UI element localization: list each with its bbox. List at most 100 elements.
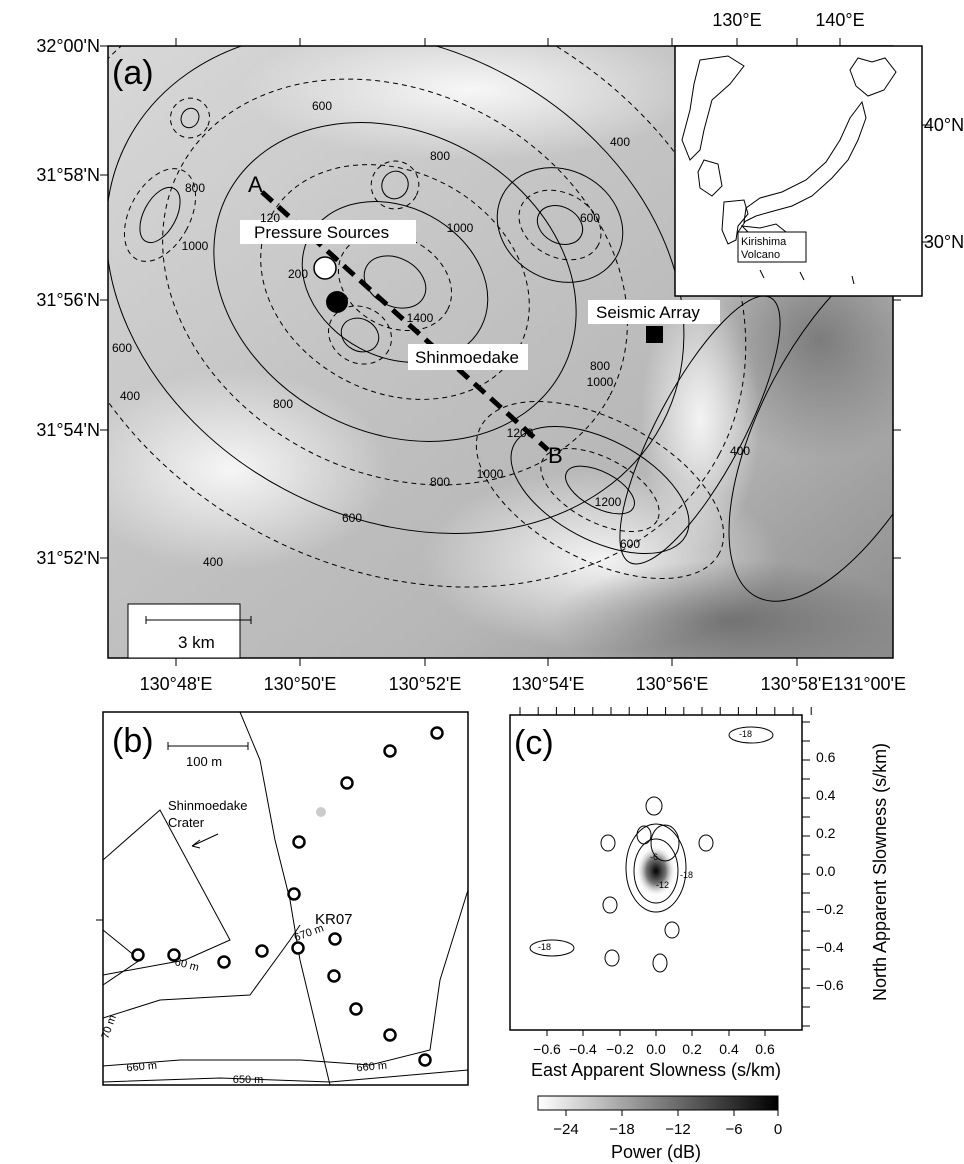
contour-label: 400 [120, 389, 140, 403]
contour-label: 400 [610, 135, 630, 149]
lon-label: 130°52'E [389, 674, 462, 694]
y-tick-label: −0.2 [816, 901, 844, 917]
contour-label: -6 [650, 852, 658, 862]
contour-label: 1000 [182, 239, 209, 253]
contour-label: 1000 [587, 375, 614, 389]
contour-label: 600 [312, 99, 332, 113]
station [351, 1004, 362, 1015]
contour-label: -18 [538, 942, 551, 952]
y-tick-label: −0.4 [816, 939, 844, 955]
seismic-array-marker [646, 326, 663, 343]
scale-label: 3 km [178, 633, 215, 652]
colorbar-tick-label: −18 [609, 1121, 634, 1138]
x-tick-label: 0.0 [646, 1041, 666, 1057]
contour-label: 200 [288, 267, 308, 281]
lat-label: 32°00'N [36, 36, 100, 56]
profile-start: A [248, 172, 263, 197]
inset-volcano-label: Volcano [741, 249, 780, 261]
contour-label: 800 [590, 359, 610, 373]
page: { "panel_a": { "label": "(a)", "lat_labe… [0, 0, 964, 1164]
inset-lon-label: 130°E [712, 10, 761, 30]
y-tick-label: −0.6 [816, 977, 844, 993]
station [294, 837, 305, 848]
colorbar [538, 1096, 778, 1110]
inset-lat-labels: 40°N 30°N [924, 115, 964, 252]
contour-label: 600 [342, 511, 362, 525]
lon-label: 130°50'E [264, 674, 337, 694]
lat-label: 31°58'N [36, 165, 100, 185]
contour-label: -12 [656, 880, 669, 890]
inset-volcano-label: Kirishima [741, 236, 787, 248]
station [432, 728, 443, 739]
station [257, 946, 268, 957]
pressure-sources-label: Pressure Sources [254, 223, 389, 242]
contour-label: 1000 [447, 221, 474, 235]
colorbar-tick-label: −6 [725, 1121, 742, 1138]
y-axis-label: North Apparent Slowness (s/km) [870, 743, 890, 1001]
station [289, 889, 300, 900]
lon-label: 130°48'E [140, 674, 213, 694]
station [219, 957, 230, 968]
lon-label: 130°54'E [512, 674, 585, 694]
station [133, 950, 144, 961]
relief-shade [240, 20, 700, 160]
contour-label: -18 [739, 729, 752, 739]
contour-label: 1400 [407, 311, 434, 325]
x-tick-label: −0.2 [606, 1041, 634, 1057]
lon-label: 131°00'E [833, 674, 906, 694]
y-tick-label: 0.0 [816, 863, 836, 879]
contour-label: 800 [185, 181, 205, 195]
figure: (a) A B Pressure Sources Shinmoedake Sei… [0, 0, 964, 1164]
shinmoedake-label: Shinmoedake [415, 348, 519, 367]
colorbar-tick-label: −24 [553, 1121, 578, 1138]
y-tick-label: 0.2 [816, 825, 836, 841]
contour-label: 600 [580, 211, 600, 225]
pressure-source-shallow [314, 257, 336, 279]
contour-label: 800 [430, 475, 450, 489]
panel-label: (b) [112, 722, 154, 760]
contour-label: 800 [273, 397, 293, 411]
pressure-source-deep [326, 291, 348, 313]
x-tick-label: −0.6 [533, 1041, 561, 1057]
panel-label: (c) [514, 724, 554, 762]
lat-label: 31°52'N [36, 548, 100, 568]
crater-label: Crater [168, 815, 205, 830]
contour-label: 1000 [477, 467, 504, 481]
station [330, 934, 341, 945]
x-tick-label: 0.4 [719, 1041, 739, 1057]
colorbar-label: Power (dB) [611, 1142, 701, 1162]
contour-label: 400 [730, 444, 750, 458]
station [385, 746, 396, 757]
contour-label: 400 [203, 555, 223, 569]
lon-label: 130°56'E [636, 674, 709, 694]
station [385, 1030, 396, 1041]
x-tick-label: −0.4 [569, 1041, 597, 1057]
contour-label: 650 m [233, 1074, 264, 1086]
crater-label: Shinmoedake [168, 798, 248, 813]
station [420, 1055, 431, 1066]
x-tick-label: 0.2 [682, 1041, 702, 1057]
contour-label: 1200 [507, 426, 534, 440]
y-tick-label: 0.4 [816, 787, 836, 803]
contour-label: 600 [112, 341, 132, 355]
seismic-array-label: Seismic Array [596, 303, 700, 322]
contour-label: -18 [680, 870, 693, 880]
lat-label: 31°56'N [36, 290, 100, 310]
colorbar-tick-label: −12 [665, 1121, 690, 1138]
station [342, 778, 353, 789]
panel-label: (a) [112, 54, 154, 92]
scale-label: 100 m [186, 754, 222, 769]
lat-label: 31°54'N [36, 420, 100, 440]
inset-lon-label: 140°E [815, 10, 864, 30]
contour-label: 1200 [595, 495, 622, 509]
lat-labels: 32°00'N 31°58'N 31°56'N 31°54'N 31°52'N [36, 36, 100, 568]
relief-shade [550, 560, 910, 680]
contour-label: 600 [620, 537, 640, 551]
panel-b-background [103, 712, 468, 1085]
x-tick-label: 0.6 [755, 1041, 775, 1057]
panel-b [103, 712, 468, 1085]
y-tick-label: 0.6 [816, 749, 836, 765]
lon-labels: 130°48'E 130°50'E 130°52'E 130°54'E 130°… [140, 674, 906, 694]
contour-label: 800 [430, 149, 450, 163]
